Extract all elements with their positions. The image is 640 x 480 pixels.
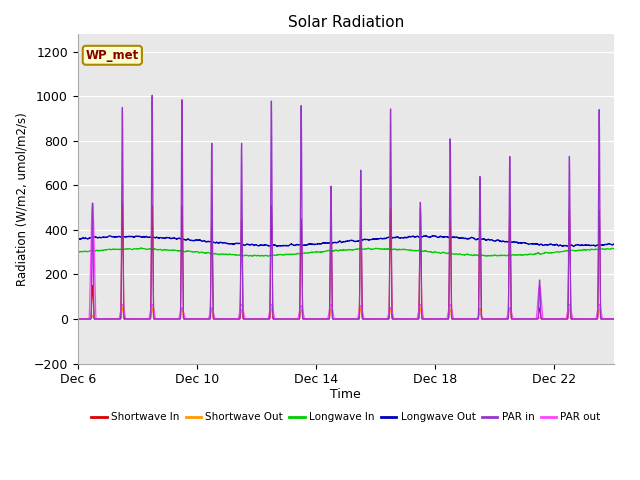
- Shortwave In: [611, 316, 618, 322]
- Longwave In: [264, 253, 272, 259]
- Shortwave Out: [393, 316, 401, 322]
- PAR out: [611, 316, 618, 322]
- Longwave In: [74, 249, 81, 255]
- Title: Solar Radiation: Solar Radiation: [288, 15, 404, 30]
- Longwave In: [611, 246, 618, 252]
- Line: PAR in: PAR in: [77, 95, 614, 319]
- PAR out: [393, 316, 401, 322]
- Shortwave In: [118, 198, 126, 204]
- Shortwave Out: [170, 316, 178, 322]
- PAR in: [148, 92, 156, 98]
- Shortwave In: [170, 316, 178, 322]
- Longwave Out: [273, 244, 281, 250]
- Shortwave In: [254, 316, 262, 322]
- PAR in: [611, 316, 618, 322]
- Line: Longwave Out: Longwave Out: [77, 236, 614, 247]
- Shortwave In: [74, 316, 81, 322]
- Shortwave In: [393, 316, 401, 322]
- Longwave Out: [611, 241, 618, 247]
- Shortwave Out: [173, 316, 180, 322]
- Y-axis label: Radiation (W/m2, umol/m2/s): Radiation (W/m2, umol/m2/s): [15, 112, 28, 286]
- Longwave Out: [604, 241, 612, 247]
- PAR out: [254, 316, 262, 322]
- Longwave Out: [393, 234, 401, 240]
- PAR in: [170, 316, 178, 322]
- Shortwave Out: [254, 316, 262, 322]
- Longwave In: [604, 246, 612, 252]
- PAR in: [254, 316, 262, 322]
- Longwave Out: [254, 243, 262, 249]
- Shortwave Out: [74, 316, 81, 322]
- Longwave Out: [173, 236, 180, 242]
- Longwave In: [254, 252, 262, 258]
- Legend: Shortwave In, Shortwave Out, Longwave In, Longwave Out, PAR in, PAR out: Shortwave In, Shortwave Out, Longwave In…: [87, 408, 605, 427]
- Shortwave In: [173, 316, 180, 322]
- PAR out: [170, 316, 178, 322]
- Longwave In: [393, 247, 401, 253]
- PAR in: [95, 316, 103, 322]
- Line: Longwave In: Longwave In: [77, 248, 614, 256]
- Longwave Out: [74, 236, 81, 242]
- PAR in: [74, 316, 81, 322]
- PAR out: [95, 316, 103, 322]
- Line: PAR out: PAR out: [77, 203, 614, 319]
- Line: Shortwave Out: Shortwave Out: [77, 307, 614, 319]
- Longwave In: [137, 245, 145, 251]
- PAR out: [604, 316, 612, 322]
- Shortwave Out: [604, 316, 612, 322]
- Shortwave In: [95, 316, 103, 322]
- Shortwave Out: [611, 316, 618, 322]
- Longwave In: [95, 248, 103, 253]
- PAR out: [89, 200, 97, 206]
- PAR in: [173, 316, 180, 322]
- Line: Shortwave In: Shortwave In: [77, 201, 614, 319]
- PAR out: [173, 316, 180, 322]
- Shortwave Out: [118, 304, 126, 310]
- Shortwave Out: [95, 316, 103, 322]
- Longwave Out: [106, 233, 114, 239]
- Longwave In: [170, 247, 178, 253]
- PAR in: [393, 316, 401, 322]
- Text: WP_met: WP_met: [86, 49, 139, 62]
- PAR in: [604, 316, 612, 322]
- Shortwave In: [604, 316, 612, 322]
- Longwave Out: [170, 236, 178, 241]
- X-axis label: Time: Time: [330, 388, 361, 401]
- Longwave In: [173, 248, 180, 253]
- PAR out: [74, 316, 81, 322]
- Longwave Out: [95, 234, 103, 240]
